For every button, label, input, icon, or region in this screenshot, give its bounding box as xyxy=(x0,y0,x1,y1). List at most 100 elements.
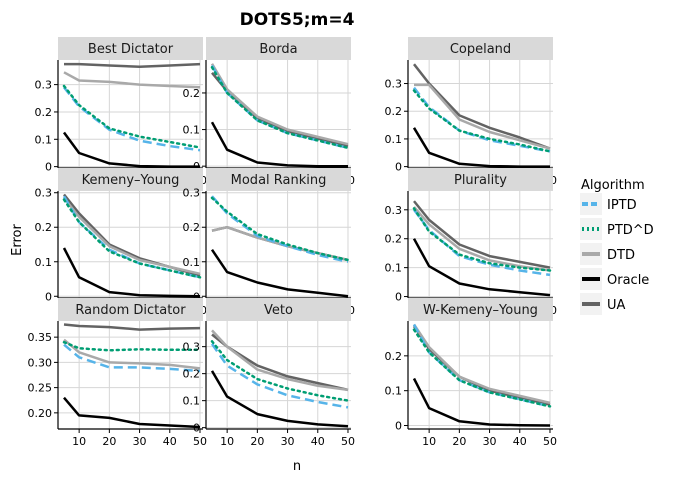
series-line-dtd xyxy=(211,329,349,392)
series-line-ptd-d xyxy=(210,196,350,262)
panel-title: W-Kemeny–Young xyxy=(423,303,538,318)
x-tick-label: 50 xyxy=(543,435,557,448)
panel-w-kemeny-young: W-Kemeny–Young 0 0.1 0.2 10 20 30 40 50 xyxy=(385,298,557,448)
panel-strip xyxy=(58,298,203,321)
panel-title: Modal Ranking xyxy=(231,173,327,188)
legend-label: Oracle xyxy=(607,273,649,288)
series-line-oracle xyxy=(412,238,551,297)
series-line-oracle xyxy=(210,249,349,298)
x-tick-label: 10 xyxy=(220,435,234,448)
y-tick-label: 0.3 xyxy=(385,204,403,217)
series-line-ua xyxy=(63,323,201,331)
legend-label: IPTD xyxy=(607,198,637,213)
facet-panels: Best Dictator 0 0.1 0.2 0.3 10 20 30 40 50 Borda 0 0… xyxy=(28,37,557,448)
y-tick-label: 0.3 xyxy=(385,78,403,91)
legend: Algorithm IPTD PTD^D DTD Oracle UA xyxy=(580,178,654,315)
x-tick-label: 20 xyxy=(250,435,264,448)
y-tick-label: 0 xyxy=(193,160,200,173)
y-tick-label: 0.2 xyxy=(35,106,53,119)
series-line-ptd-d xyxy=(62,340,202,352)
series-line-ptd-d xyxy=(210,66,350,150)
series-line-oracle xyxy=(210,121,348,168)
y-tick-label: 0 xyxy=(395,291,402,304)
y-tick-label: 0.1 xyxy=(35,133,53,146)
x-tick-label: 30 xyxy=(281,435,295,448)
series-line-oracle xyxy=(210,370,349,428)
x-tick-label: 10 xyxy=(72,435,86,448)
series-line-ptd-d xyxy=(412,207,552,272)
x-axis-title: n xyxy=(293,459,301,474)
series-line-iptd xyxy=(63,86,201,152)
y-tick-label: 0.25 xyxy=(28,382,53,395)
x-tick-label: 20 xyxy=(452,435,466,448)
x-tick-label: 30 xyxy=(483,435,497,448)
series-line-ptd-d xyxy=(210,340,350,402)
y-tick-label: 0.2 xyxy=(183,221,201,234)
legend-item-iptd: IPTD xyxy=(580,193,637,215)
y-tick-label: 0.2 xyxy=(385,233,403,246)
y-axis-title: Error xyxy=(10,224,25,256)
y-tick-label: 0.1 xyxy=(183,256,201,269)
y-tick-label: 0.2 xyxy=(183,87,201,100)
y-tick-label: 0.3 xyxy=(183,341,201,354)
series-line-oracle xyxy=(62,247,201,298)
series-line-iptd xyxy=(412,209,551,277)
panel-strip xyxy=(408,168,553,191)
series-line-dtd xyxy=(210,63,349,146)
series-line-ua xyxy=(413,63,551,150)
panel-background xyxy=(58,60,203,168)
legend-item-ptd-d: PTD^D xyxy=(580,218,654,240)
y-tick-label: 0.30 xyxy=(28,356,53,369)
y-tick-label: 0.1 xyxy=(385,133,403,146)
series-line-ua xyxy=(64,62,201,69)
series-line-iptd xyxy=(63,343,201,373)
series-line-iptd xyxy=(210,343,349,409)
x-tick-label: 50 xyxy=(193,435,207,448)
series-line-ptd-d xyxy=(62,84,202,149)
series-line-ua xyxy=(413,200,551,269)
legend-item-ua: UA xyxy=(580,293,626,315)
panel-strip xyxy=(206,37,351,60)
series-line-dtd xyxy=(63,338,201,370)
y-tick-label: 0.3 xyxy=(35,79,53,92)
panel-strip xyxy=(58,37,203,60)
legend-title: Algorithm xyxy=(581,178,645,193)
x-tick-label: 30 xyxy=(133,435,147,448)
panel-background xyxy=(408,60,553,168)
panel-veto: Veto 0 0.1 0.2 0.3 10 20 30 40 50 xyxy=(183,298,355,448)
y-tick-label: 0.35 xyxy=(28,331,53,344)
y-tick-label: 0.2 xyxy=(35,221,53,234)
panel-background xyxy=(408,321,553,429)
series-line-dtd xyxy=(63,197,201,276)
series-line-dtd xyxy=(414,83,551,150)
y-tick-label: 0 xyxy=(193,290,200,303)
y-tick-label: 0.1 xyxy=(385,262,403,275)
series-line-ptd-d xyxy=(412,89,552,153)
panel-strip xyxy=(206,168,351,191)
series-line-ptd-d xyxy=(62,198,202,279)
panel-title: Veto xyxy=(264,303,293,318)
legend-label: DTD xyxy=(607,248,635,263)
series-line-ptd-d xyxy=(412,328,552,408)
y-tick-label: 0.1 xyxy=(385,385,403,398)
panel-strip xyxy=(206,298,351,321)
panel-background xyxy=(408,191,553,298)
panel-title: Best Dictator xyxy=(88,42,174,57)
x-tick-label: 20 xyxy=(102,435,116,448)
series-line-oracle xyxy=(412,127,550,168)
panel-strip xyxy=(58,168,203,191)
panel-title: Borda xyxy=(259,42,297,57)
y-tick-label: 0 xyxy=(45,161,52,174)
series-line-dtd xyxy=(63,71,201,89)
legend-key-background xyxy=(580,218,602,240)
legend-label: PTD^D xyxy=(607,223,654,238)
panel-strip xyxy=(408,37,553,60)
x-tick-label: 40 xyxy=(513,435,527,448)
panel-title: Copeland xyxy=(450,42,511,57)
y-tick-label: 0.1 xyxy=(183,124,201,137)
